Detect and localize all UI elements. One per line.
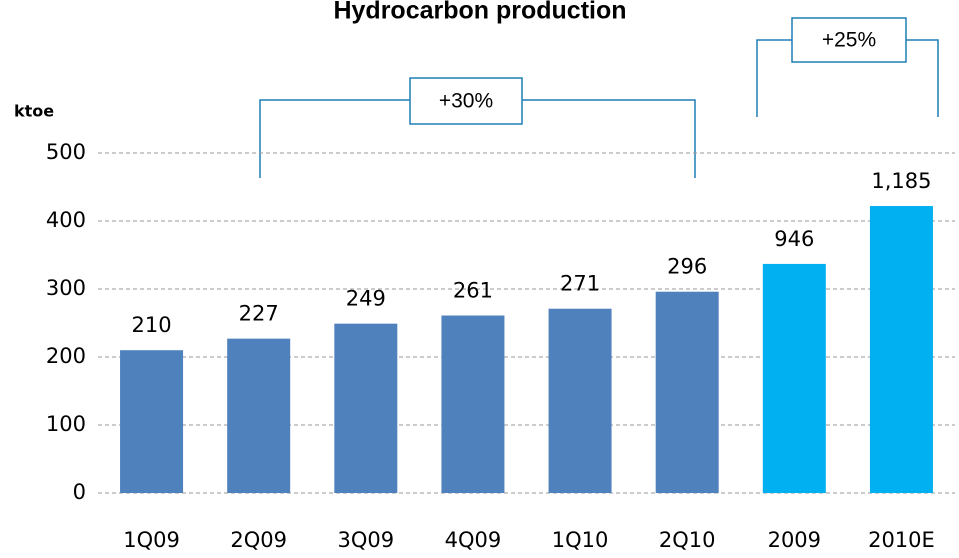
data-label: 249 bbox=[346, 287, 386, 311]
annotation-box bbox=[409, 77, 523, 125]
data-label: 946 bbox=[774, 227, 814, 251]
y-tick-label: 500 bbox=[46, 140, 86, 164]
bracket bbox=[522, 99, 696, 178]
bracket bbox=[906, 39, 939, 117]
data-label: 227 bbox=[239, 302, 279, 326]
bar bbox=[334, 323, 398, 493]
brackets bbox=[259, 17, 939, 178]
bracket bbox=[259, 99, 410, 178]
bar bbox=[120, 350, 184, 493]
data-label: 271 bbox=[560, 272, 600, 296]
y-axis-label: ktoe bbox=[14, 102, 54, 121]
x-tick-label: 2Q09 bbox=[230, 528, 287, 552]
data-label: 296 bbox=[667, 255, 707, 279]
data-label: 261 bbox=[453, 279, 493, 303]
x-tick-label: 1Q10 bbox=[552, 528, 609, 552]
annotation-box bbox=[791, 17, 907, 63]
annotation: +25% bbox=[822, 29, 876, 52]
x-tick-label: 2009 bbox=[768, 528, 821, 552]
data-label: 210 bbox=[132, 313, 172, 337]
y-tick-label: 100 bbox=[46, 412, 86, 436]
bar bbox=[655, 291, 719, 493]
y-tick-label: 300 bbox=[46, 276, 86, 300]
bracket bbox=[756, 39, 792, 117]
annotation: +30% bbox=[439, 90, 493, 113]
x-tick-label: 2Q10 bbox=[659, 528, 716, 552]
bar bbox=[441, 315, 505, 493]
bar bbox=[869, 206, 933, 494]
x-tick-label: 3Q09 bbox=[338, 528, 395, 552]
bar bbox=[227, 338, 291, 493]
x-tick-label: 1Q09 bbox=[123, 528, 180, 552]
x-tick-label: 4Q09 bbox=[445, 528, 502, 552]
x-tick-label: 2010E bbox=[868, 528, 935, 552]
chart-title: Hydrocarbon production bbox=[333, 0, 626, 25]
y-tick-label: 0 bbox=[73, 480, 86, 504]
data-label: 1,185 bbox=[871, 169, 931, 193]
y-tick-label: 400 bbox=[46, 208, 86, 232]
bar bbox=[762, 263, 826, 493]
bar bbox=[548, 308, 612, 493]
y-tick-label: 200 bbox=[46, 344, 86, 368]
